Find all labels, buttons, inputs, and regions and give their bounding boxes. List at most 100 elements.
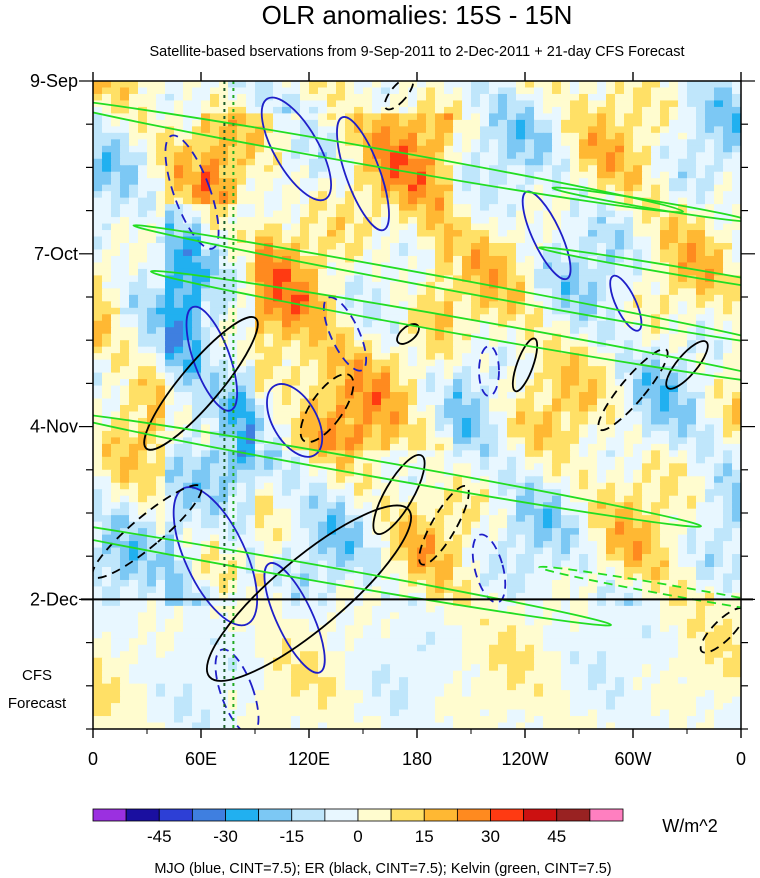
heatmap-cell xyxy=(120,132,130,140)
heatmap-cell xyxy=(192,372,202,380)
heatmap-cell xyxy=(732,495,741,503)
heatmap-cell xyxy=(507,411,517,419)
heatmap-cell xyxy=(291,236,301,244)
heatmap-cell xyxy=(615,430,625,438)
heatmap-cell xyxy=(669,437,679,445)
heatmap-cell xyxy=(705,126,715,134)
heatmap-cell xyxy=(480,210,490,218)
heatmap-cell xyxy=(399,405,409,413)
heatmap-cell xyxy=(336,119,346,127)
heatmap-cell xyxy=(138,366,148,374)
heatmap-cell xyxy=(714,450,724,458)
heatmap-cell xyxy=(588,340,598,348)
heatmap-cell xyxy=(453,119,463,127)
heatmap-cell xyxy=(246,327,256,335)
heatmap-cell xyxy=(327,100,337,108)
heatmap-cell xyxy=(534,469,544,477)
heatmap-cell xyxy=(552,366,562,374)
heatmap-cell xyxy=(300,93,310,102)
heatmap-cell xyxy=(543,81,553,89)
heatmap-cell xyxy=(300,204,310,212)
heatmap-cell xyxy=(336,281,346,289)
heatmap-cell xyxy=(453,139,463,147)
heatmap-cell xyxy=(678,178,688,186)
heatmap-cell xyxy=(732,294,741,302)
heatmap-cell xyxy=(624,469,634,477)
heatmap-cell xyxy=(372,230,382,238)
heatmap-cell xyxy=(372,223,382,231)
heatmap-cell xyxy=(336,456,346,464)
heatmap-cell xyxy=(417,230,427,238)
heatmap-cell xyxy=(543,230,553,238)
heatmap-cell xyxy=(687,152,697,160)
heatmap-cell xyxy=(480,191,490,199)
heatmap-cell xyxy=(561,482,571,490)
heatmap-cell xyxy=(723,268,733,276)
heatmap-cell xyxy=(120,217,130,225)
heatmap-cell xyxy=(588,126,598,134)
heatmap-cell xyxy=(525,145,535,153)
heatmap-cell xyxy=(660,502,670,510)
heatmap-cell xyxy=(552,126,562,134)
heatmap-cell xyxy=(228,230,238,238)
heatmap-cell xyxy=(444,346,454,354)
heatmap-cell xyxy=(372,379,382,387)
heatmap-cell xyxy=(687,106,697,114)
heatmap-cell xyxy=(390,366,400,374)
heatmap-cell xyxy=(165,333,175,341)
heatmap-cell xyxy=(480,340,490,348)
heatmap-cell xyxy=(426,145,436,153)
heatmap-cell xyxy=(210,372,220,380)
heatmap-cell xyxy=(255,340,265,348)
heatmap-cell xyxy=(480,463,490,471)
heatmap-cell xyxy=(102,405,112,413)
heatmap-cell xyxy=(507,476,517,484)
heatmap-cell xyxy=(138,521,148,529)
heatmap-cell xyxy=(615,333,625,341)
heatmap-cell xyxy=(588,515,598,523)
heatmap-cell xyxy=(156,171,166,179)
heatmap-cell xyxy=(138,281,148,289)
heatmap-cell xyxy=(534,489,544,497)
heatmap-cell xyxy=(120,139,130,147)
heatmap-cell xyxy=(129,476,139,484)
heatmap-cell xyxy=(678,113,688,121)
heatmap-cell xyxy=(588,437,598,445)
heatmap-cell xyxy=(408,119,418,127)
heatmap-cell xyxy=(228,307,238,315)
heatmap-cell xyxy=(255,346,265,354)
heatmap-cell xyxy=(552,171,562,179)
heatmap-cell xyxy=(273,385,283,393)
heatmap-cell xyxy=(309,417,319,426)
heatmap-cell xyxy=(156,469,166,477)
heatmap-cell xyxy=(219,502,229,510)
heatmap-cell xyxy=(336,424,346,432)
heatmap-cell xyxy=(201,217,211,225)
heatmap-cell xyxy=(678,275,688,283)
heatmap-cell xyxy=(381,139,391,147)
heatmap-cell xyxy=(561,424,571,432)
heatmap-cell xyxy=(489,502,499,510)
heatmap-cell xyxy=(192,165,202,173)
heatmap-cell xyxy=(615,106,625,114)
heatmap-cell xyxy=(381,268,391,276)
heatmap-cell xyxy=(534,463,544,471)
heatmap-cell xyxy=(192,113,202,121)
heatmap-cell xyxy=(687,268,697,276)
heatmap-cell xyxy=(291,508,301,516)
heatmap-cell xyxy=(507,87,517,95)
heatmap-cell xyxy=(615,379,625,387)
heatmap-cell xyxy=(165,281,175,289)
heatmap-cell xyxy=(300,476,310,484)
heatmap-cell xyxy=(246,469,256,477)
heatmap-cell xyxy=(192,417,202,426)
heatmap-cell xyxy=(174,243,184,251)
heatmap-cell xyxy=(390,385,400,393)
heatmap-cell xyxy=(525,106,535,114)
heatmap-cell xyxy=(93,262,103,270)
heatmap-cell xyxy=(345,515,355,523)
heatmap-cell xyxy=(183,508,193,516)
heatmap-cell xyxy=(291,411,301,419)
heatmap-cell xyxy=(282,359,292,367)
heatmap-cell xyxy=(399,463,409,471)
